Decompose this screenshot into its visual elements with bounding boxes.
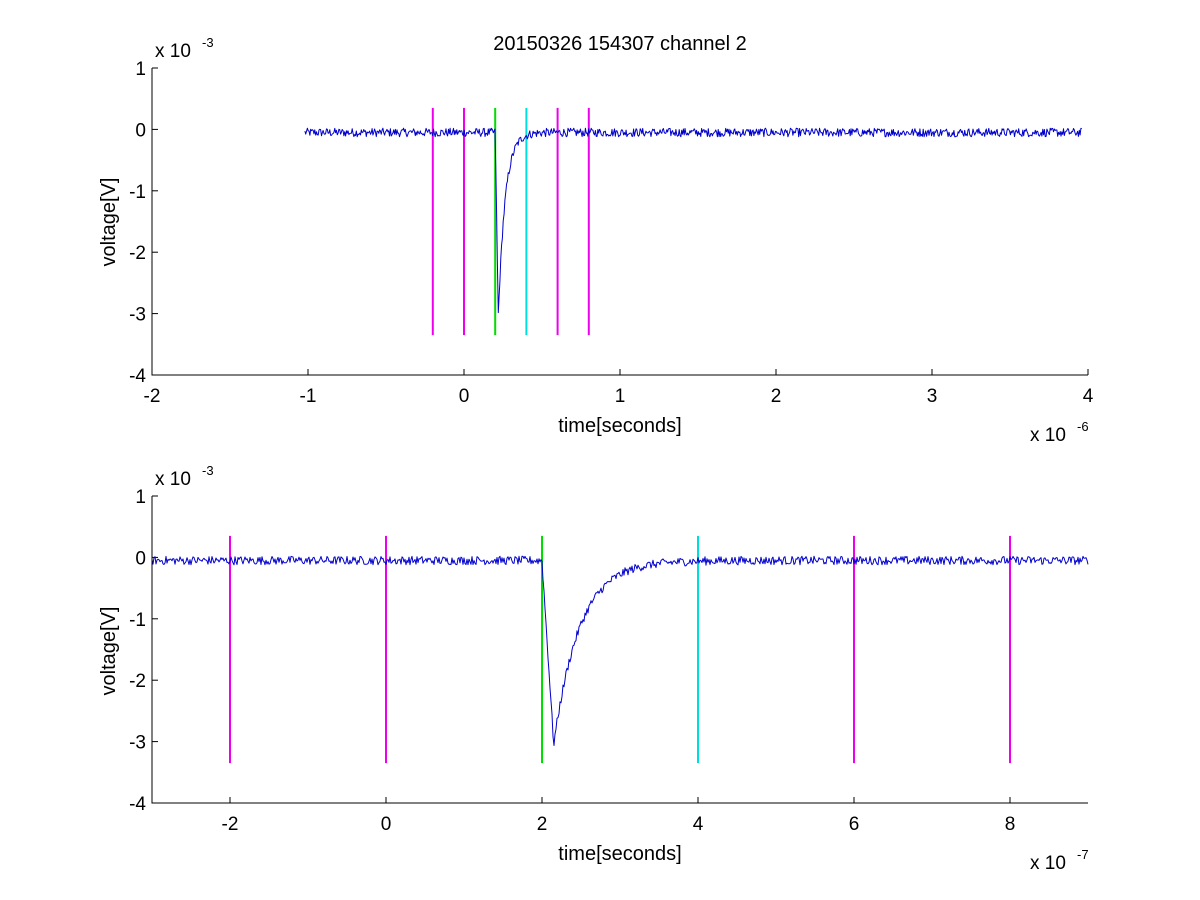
top-marker-lines — [431, 107, 590, 336]
bottom-y-tick-label: -4 — [129, 794, 146, 815]
top-x-multiplier: x 10 -6 — [1030, 419, 1089, 446]
bottom-x-multiplier: x 10 -7 — [1030, 847, 1089, 874]
top-x-tick-label: 2 — [771, 386, 782, 407]
top-x-tick-label: -1 — [300, 386, 317, 407]
top-y-tick-label: 1 — [135, 59, 146, 80]
top-y-tick-label: -4 — [129, 366, 146, 387]
bottom-y-axis-label: voltage[V] — [98, 607, 120, 696]
top-x-axis-label: time[seconds] — [558, 415, 681, 437]
bottom-x-tick-label: 4 — [693, 814, 704, 835]
top-y-tick-label: -2 — [129, 243, 146, 264]
bottom-x-tick-label: 6 — [849, 814, 860, 835]
bottom-y-tick-label: -1 — [129, 610, 146, 631]
top-y-multiplier-base: x 10 — [155, 41, 191, 62]
top-x-multiplier-exponent: -6 — [1077, 419, 1089, 434]
top-x-tick-label: -2 — [144, 386, 161, 407]
bottom-ticks: -2 0 2 4 6 8 -4 -3 -2 -1 0 1 — [129, 487, 1015, 835]
bottom-y-tick-label: -2 — [129, 671, 146, 692]
bottom-x-multiplier-exponent: -7 — [1077, 847, 1089, 862]
top-x-tick-label: 3 — [927, 386, 938, 407]
top-signal-trace — [304, 127, 1082, 314]
top-y-axis-label: voltage[V] — [98, 178, 120, 267]
bottom-x-axis-label: time[seconds] — [558, 843, 681, 865]
bottom-y-tick-label: 0 — [135, 548, 146, 569]
bottom-marker-lines — [229, 535, 1011, 764]
bottom-axes-frame — [151, 496, 1088, 804]
top-y-tick-label: -1 — [129, 182, 146, 203]
top-axes-frame — [151, 68, 1088, 376]
bottom-y-tick-label: 1 — [135, 487, 146, 508]
bottom-signal-trace — [151, 555, 1089, 746]
bottom-y-tick-label: -3 — [129, 733, 146, 754]
top-y-multiplier-exponent: -3 — [202, 35, 214, 50]
top-y-tick-label: 0 — [135, 120, 146, 141]
bottom-y-multiplier-base: x 10 — [155, 469, 191, 490]
bottom-x-tick-label: 0 — [381, 814, 392, 835]
top-plot-title: 20150326 154307 channel 2 — [493, 33, 747, 55]
bottom-subplot: x 10 -3 -2 0 2 4 6 8-4-3-2-101 time[seconds] … — [98, 463, 1089, 874]
bottom-x-multiplier-base: x 10 — [1030, 853, 1066, 874]
top-x-multiplier-base: x 10 — [1030, 425, 1066, 446]
top-subplot: 20150326 154307 channel 2 x 10 -3 -2 -1 0 1… — [98, 33, 1094, 446]
top-y-multiplier: x 10 -3 — [155, 35, 214, 62]
bottom-y-multiplier: x 10 -3 — [155, 463, 214, 490]
bottom-x-tick-label: 8 — [1005, 814, 1016, 835]
top-y-tick-label: -3 — [129, 305, 146, 326]
bottom-y-multiplier-exponent: -3 — [202, 463, 214, 478]
top-ticks: -2 -1 0 1 2 3 4 -4 -3 -2 -1 0 1 — [129, 59, 1094, 407]
bottom-x-tick-label: 2 — [537, 814, 548, 835]
bottom-x-tick-label: -2 — [222, 814, 239, 835]
top-x-tick-label: 1 — [615, 386, 626, 407]
top-x-tick-label: 0 — [459, 386, 470, 407]
top-x-tick-label: 4 — [1083, 386, 1094, 407]
